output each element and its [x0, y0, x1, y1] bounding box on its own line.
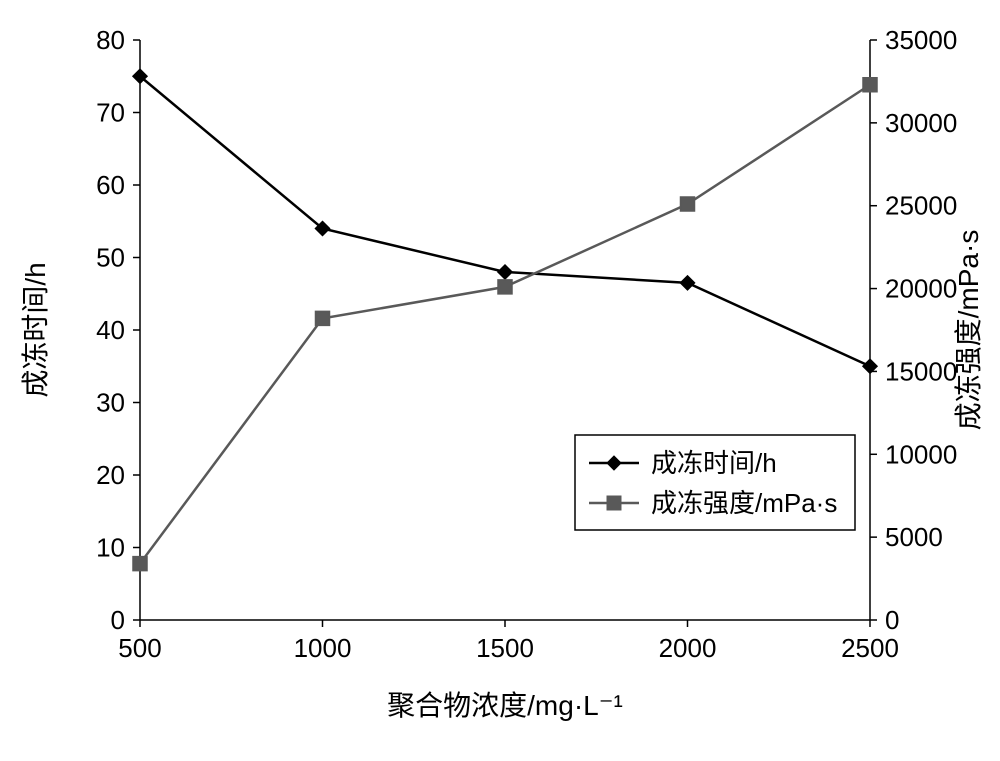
- x-tick-label: 500: [118, 633, 161, 663]
- y-right-tick-label: 20000: [885, 274, 957, 304]
- series-marker-strength: [133, 557, 147, 571]
- y-right-tick-label: 30000: [885, 108, 957, 138]
- series-marker-time: [681, 276, 695, 290]
- series-marker-strength: [863, 78, 877, 92]
- series-marker-strength: [316, 311, 330, 325]
- legend-marker-time: [607, 456, 621, 470]
- y-left-tick-label: 50: [96, 243, 125, 273]
- y-left-tick-label: 80: [96, 25, 125, 55]
- y-right-tick-label: 15000: [885, 356, 957, 386]
- x-tick-label: 2000: [659, 633, 717, 663]
- chart-container: 5001000150020002500聚合物浓度/mg·L⁻¹010203040…: [0, 0, 1000, 761]
- series-line-time: [140, 76, 870, 366]
- y-right-tick-label: 5000: [885, 522, 943, 552]
- y-right-tick-label: 10000: [885, 439, 957, 469]
- series-marker-strength: [498, 280, 512, 294]
- x-tick-label: 1500: [476, 633, 534, 663]
- y-left-tick-label: 40: [96, 315, 125, 345]
- series-marker-strength: [681, 197, 695, 211]
- dual-axis-line-chart: 5001000150020002500聚合物浓度/mg·L⁻¹010203040…: [0, 0, 1000, 761]
- y-right-tick-label: 25000: [885, 191, 957, 221]
- y-right-axis-label: 成冻强度/mPa·s: [953, 230, 984, 431]
- y-left-tick-label: 20: [96, 460, 125, 490]
- legend-label-strength: 成冻强度/mPa·s: [651, 488, 837, 518]
- y-left-tick-label: 0: [111, 605, 125, 635]
- y-left-tick-label: 70: [96, 98, 125, 128]
- x-axis-label: 聚合物浓度/mg·L⁻¹: [387, 690, 623, 721]
- legend-label-time: 成冻时间/h: [651, 448, 777, 478]
- legend-marker-strength: [607, 496, 621, 510]
- series-marker-time: [498, 265, 512, 279]
- y-left-tick-label: 60: [96, 170, 125, 200]
- y-left-tick-label: 30: [96, 388, 125, 418]
- y-left-tick-label: 10: [96, 533, 125, 563]
- x-tick-label: 1000: [294, 633, 352, 663]
- x-tick-label: 2500: [841, 633, 899, 663]
- y-right-tick-label: 0: [885, 605, 899, 635]
- y-left-axis-label: 成冻时间/h: [20, 262, 51, 397]
- y-right-tick-label: 35000: [885, 25, 957, 55]
